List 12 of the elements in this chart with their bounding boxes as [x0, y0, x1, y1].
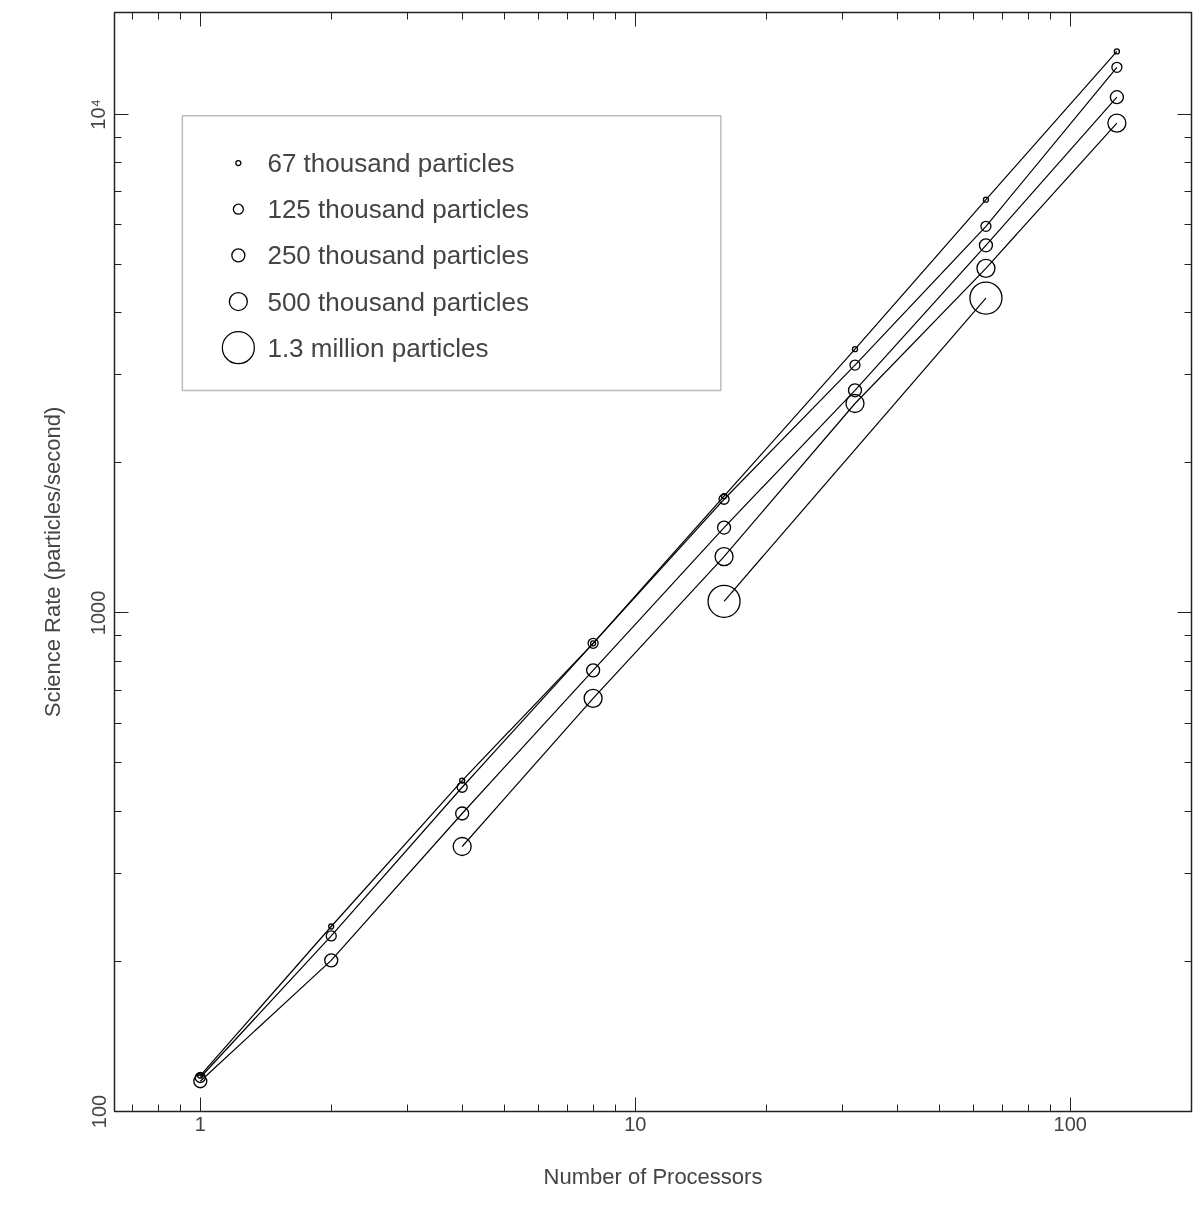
legend-label: 1.3 million particles — [267, 332, 489, 363]
legend-label: 250 thousand particles — [267, 240, 530, 271]
legend-label: 125 thousand particles — [267, 194, 530, 225]
x-tick-label: 1 — [194, 1112, 206, 1135]
x-tick-label: 100 — [1053, 1112, 1087, 1135]
y-tick-label: 10⁴ — [87, 98, 110, 130]
y-tick-label: 1000 — [87, 590, 110, 636]
legend-label: 500 thousand particles — [267, 286, 530, 317]
y-axis-title: Science Rate (particles/second) — [39, 406, 65, 718]
x-axis-title: Number of Processors — [543, 1163, 763, 1189]
x-tick-label: 10 — [624, 1112, 647, 1135]
legend-label: 67 thousand particles — [267, 148, 515, 179]
